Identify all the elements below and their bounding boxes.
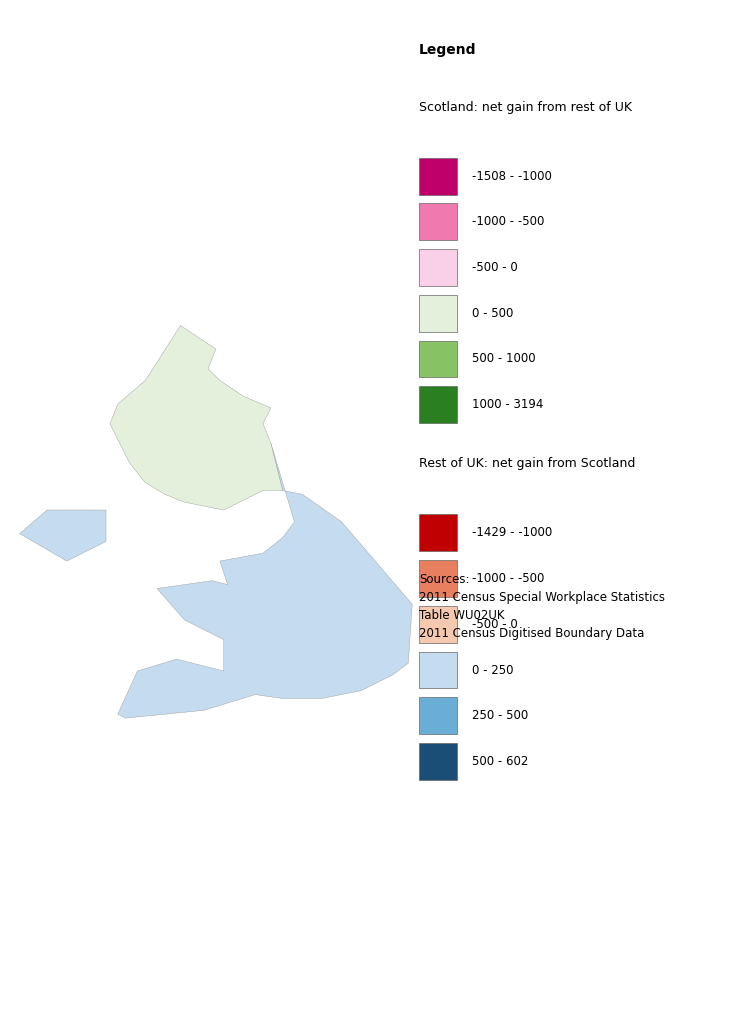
Text: -500 - 0: -500 - 0 bbox=[472, 261, 518, 274]
Polygon shape bbox=[110, 326, 283, 510]
Text: Legend: Legend bbox=[419, 43, 477, 57]
FancyBboxPatch shape bbox=[419, 514, 456, 551]
Text: 250 - 500: 250 - 500 bbox=[472, 710, 529, 722]
Polygon shape bbox=[118, 443, 412, 718]
FancyBboxPatch shape bbox=[419, 249, 456, 286]
FancyBboxPatch shape bbox=[419, 560, 456, 597]
Text: 1000 - 3194: 1000 - 3194 bbox=[472, 398, 544, 412]
FancyBboxPatch shape bbox=[419, 697, 456, 734]
Text: Sources:
2011 Census Special Workplace Statistics
Table WU02UK
2011 Census Digit: Sources: 2011 Census Special Workplace S… bbox=[419, 573, 664, 640]
FancyBboxPatch shape bbox=[419, 295, 456, 332]
FancyBboxPatch shape bbox=[419, 204, 456, 241]
Text: -1000 - -500: -1000 - -500 bbox=[472, 215, 545, 228]
FancyBboxPatch shape bbox=[419, 341, 456, 378]
Text: Scotland: net gain from rest of UK: Scotland: net gain from rest of UK bbox=[419, 100, 632, 114]
Text: 0 - 500: 0 - 500 bbox=[472, 307, 514, 319]
Text: -1429 - -1000: -1429 - -1000 bbox=[472, 526, 553, 540]
FancyBboxPatch shape bbox=[419, 158, 456, 195]
FancyBboxPatch shape bbox=[419, 606, 456, 643]
FancyBboxPatch shape bbox=[419, 743, 456, 780]
Polygon shape bbox=[20, 510, 106, 561]
FancyBboxPatch shape bbox=[419, 651, 456, 688]
Text: -1000 - -500: -1000 - -500 bbox=[472, 572, 545, 585]
FancyBboxPatch shape bbox=[419, 386, 456, 423]
Text: -1508 - -1000: -1508 - -1000 bbox=[472, 170, 552, 182]
Text: -500 - 0: -500 - 0 bbox=[472, 617, 518, 631]
Text: Rest of UK: net gain from Scotland: Rest of UK: net gain from Scotland bbox=[419, 458, 635, 470]
Text: 500 - 1000: 500 - 1000 bbox=[472, 352, 536, 366]
Text: 500 - 602: 500 - 602 bbox=[472, 755, 529, 768]
Text: 0 - 250: 0 - 250 bbox=[472, 664, 514, 677]
